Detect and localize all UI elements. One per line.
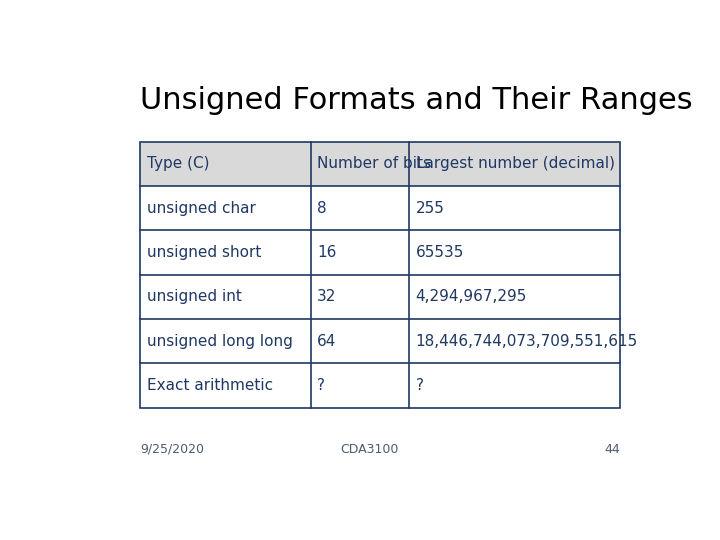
Text: ?: ?	[415, 378, 423, 393]
Text: 44: 44	[604, 443, 620, 456]
Text: Exact arithmetic: Exact arithmetic	[147, 378, 273, 393]
Text: unsigned int: unsigned int	[147, 289, 242, 305]
Text: unsigned short: unsigned short	[147, 245, 261, 260]
Text: CDA3100: CDA3100	[340, 443, 398, 456]
Text: Number of bits: Number of bits	[318, 157, 431, 171]
Text: 16: 16	[318, 245, 337, 260]
Text: 32: 32	[318, 289, 337, 305]
Text: Type (C): Type (C)	[147, 157, 210, 171]
Text: 9/25/2020: 9/25/2020	[140, 443, 204, 456]
Text: 65535: 65535	[415, 245, 464, 260]
Text: unsigned long long: unsigned long long	[147, 334, 293, 349]
Text: 64: 64	[318, 334, 337, 349]
Text: 4,294,967,295: 4,294,967,295	[415, 289, 527, 305]
Text: ?: ?	[318, 378, 325, 393]
Text: 255: 255	[415, 201, 444, 216]
Text: 8: 8	[318, 201, 327, 216]
Text: 18,446,744,073,709,551,615: 18,446,744,073,709,551,615	[415, 334, 638, 349]
Text: unsigned char: unsigned char	[147, 201, 256, 216]
Text: Unsigned Formats and Their Ranges: Unsigned Formats and Their Ranges	[140, 85, 693, 114]
Text: Largest number (decimal): Largest number (decimal)	[415, 157, 615, 171]
